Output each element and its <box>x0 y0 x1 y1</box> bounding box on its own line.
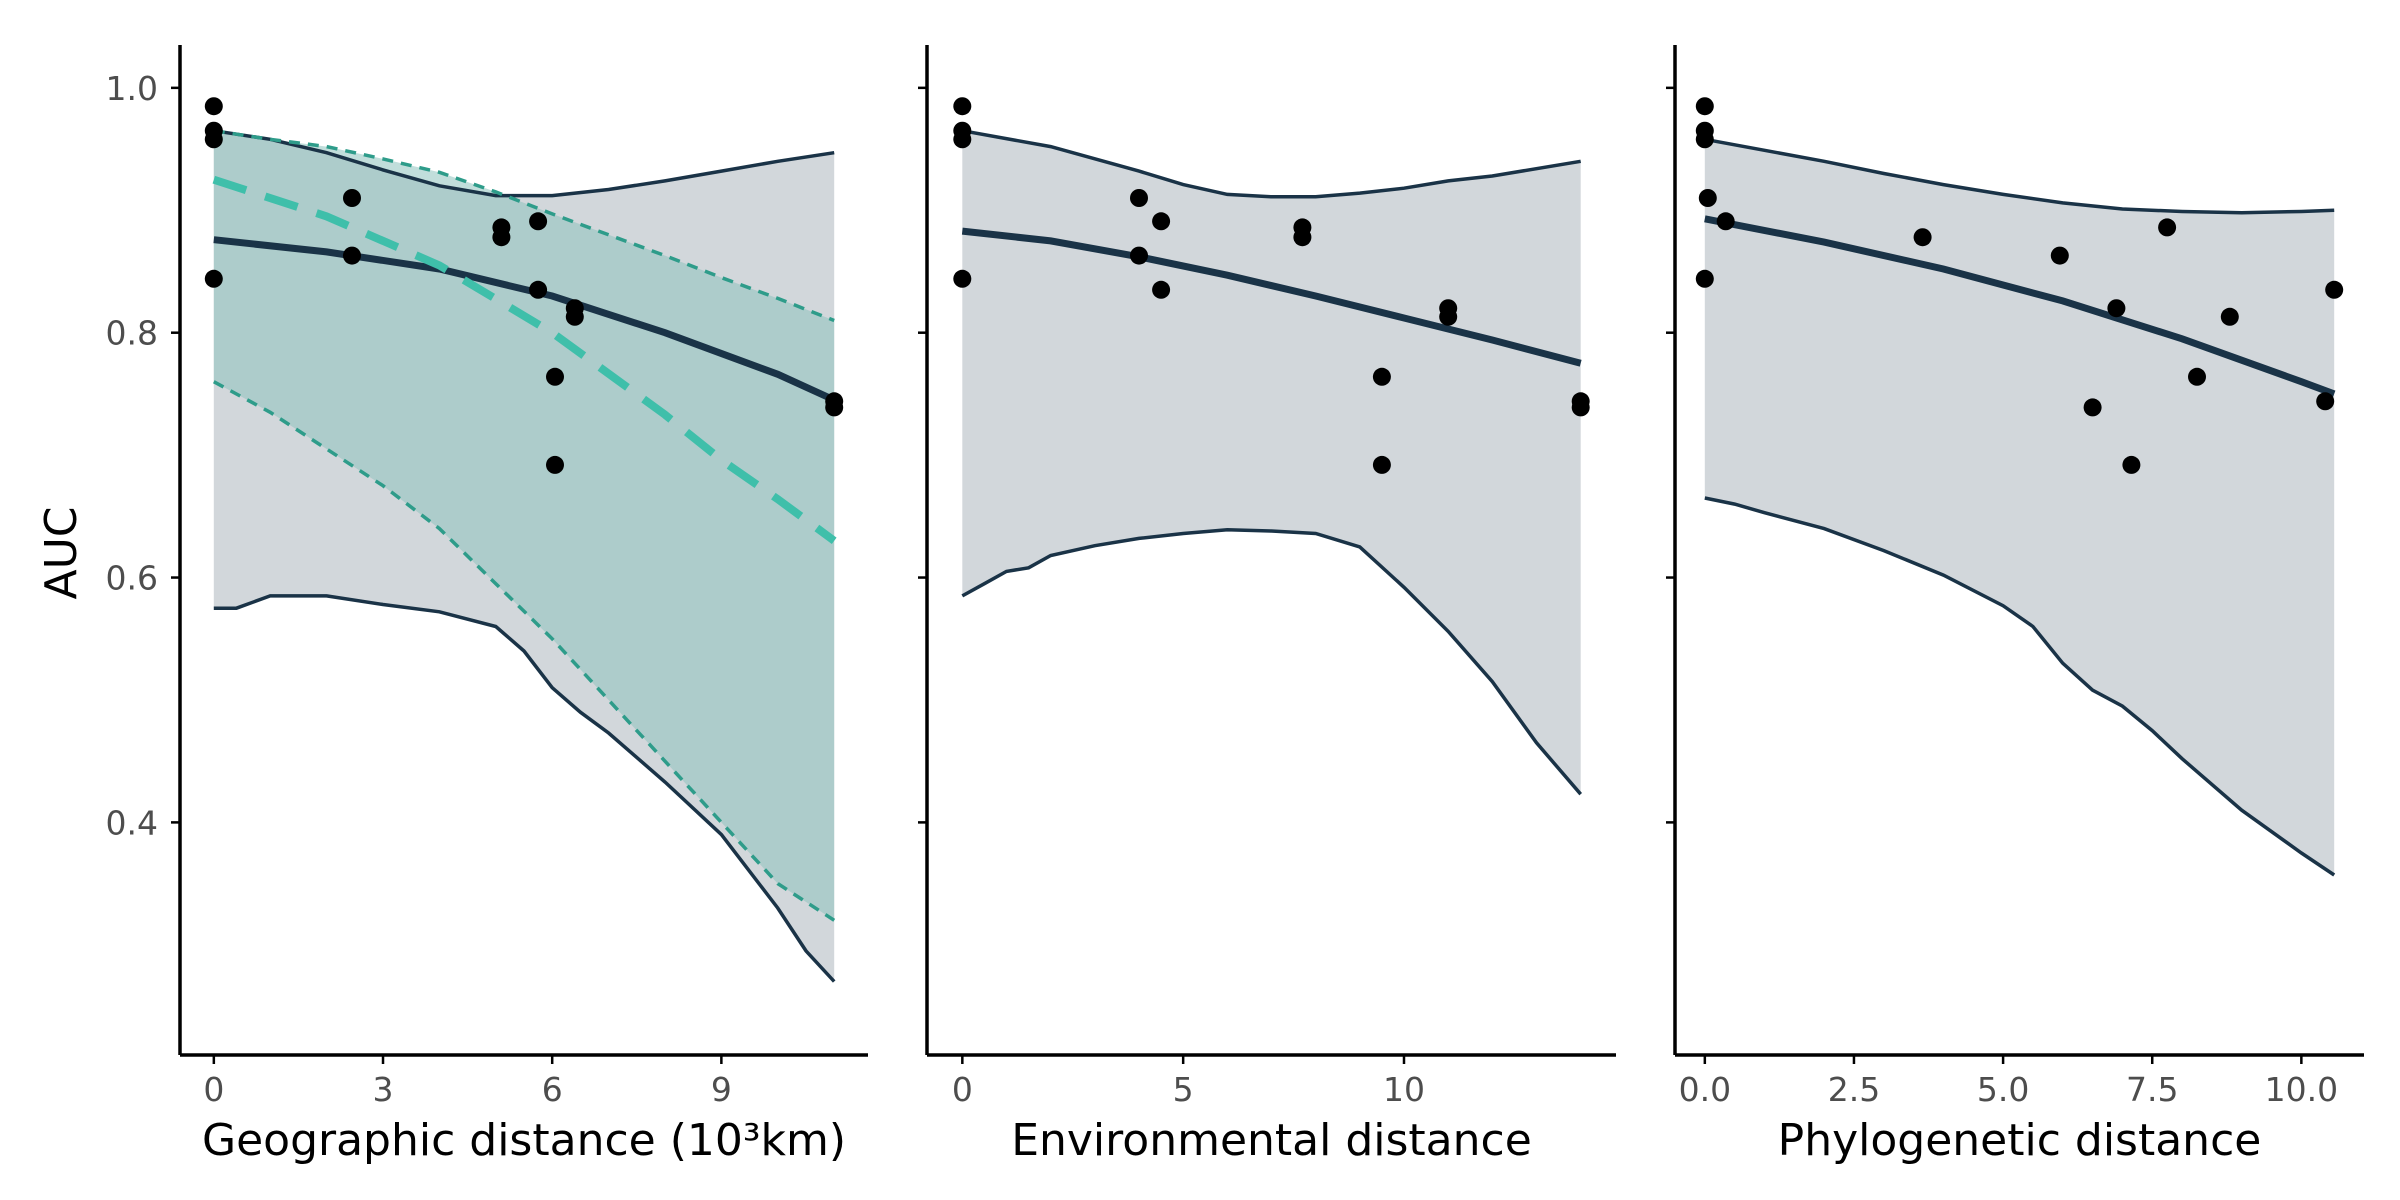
interval-upper-line <box>961 128 1581 199</box>
data-point <box>492 228 511 247</box>
data-point <box>546 367 564 386</box>
interval-lower-line <box>961 528 1583 796</box>
x-tick-label: 0 <box>203 1070 224 1109</box>
data-point <box>529 212 548 231</box>
x-tick-label: 5 <box>1173 1070 1194 1109</box>
x-axis-title: Environmental distance <box>1011 1115 1532 1166</box>
data-point <box>204 97 223 116</box>
interval-upper-line <box>213 128 835 198</box>
data-point <box>1695 130 1714 149</box>
interval-upper-line <box>1704 137 2335 215</box>
data-point <box>343 246 361 265</box>
geographic-distance-panel: 0 3 6 9 1.0 0.8 0.6 0.4 Geographic distance (10³… <box>106 45 868 1166</box>
data-point <box>1716 212 1735 231</box>
x-tick-label: 10 <box>1383 1070 1425 1109</box>
data-point <box>1130 189 1148 207</box>
data-point <box>2188 367 2206 386</box>
interval-lower-line <box>1704 496 2336 877</box>
data-point <box>2122 455 2141 474</box>
y-tick-label: 1.0 <box>106 69 158 108</box>
x-tick-label: 5.0 <box>1977 1070 2029 1109</box>
data-point <box>1695 269 1714 288</box>
data-point <box>1372 455 1391 474</box>
data-point <box>1130 246 1148 265</box>
prediction-interval-band <box>962 130 1581 795</box>
y-tick-label: 0.8 <box>106 314 158 353</box>
data-point <box>2158 218 2177 237</box>
prediction-interval-band <box>1704 139 2335 876</box>
data-point <box>529 280 548 299</box>
reference-mean-line <box>212 175 837 545</box>
data-point <box>825 398 844 417</box>
model-mean-line <box>961 227 1582 367</box>
data-point <box>1695 97 1714 116</box>
data-point <box>546 455 564 474</box>
data-point <box>1439 307 1458 326</box>
data-point <box>953 130 972 149</box>
x-tick-label: 0.0 <box>1679 1070 1731 1109</box>
data-point <box>1372 367 1391 386</box>
x-axis-title: Geographic distance (10³km) <box>202 1115 846 1166</box>
reference-interval-band <box>213 130 835 921</box>
x-tick-label: 9 <box>711 1070 732 1109</box>
environmental-distance-panel: 0 5 10 Environmental distance <box>918 45 1616 1166</box>
data-point <box>953 269 972 288</box>
y-axis-title: AUC <box>36 506 87 599</box>
data-point <box>2107 299 2126 318</box>
x-tick-label: 2.5 <box>1828 1070 1880 1109</box>
data-point <box>204 269 223 288</box>
x-axis-title: Phylogenetic distance <box>1778 1115 2262 1166</box>
data-point <box>1698 189 1717 207</box>
model-mean-line <box>213 236 836 404</box>
data-point <box>204 130 223 149</box>
data-point <box>2220 307 2239 326</box>
x-tick-label: 10.0 <box>2265 1070 2338 1109</box>
data-point <box>2050 246 2069 265</box>
data-point <box>1152 280 1171 299</box>
model-mean-line <box>1704 215 2336 398</box>
y-tick-label: 0.4 <box>106 803 158 842</box>
x-tick-label: 6 <box>542 1070 563 1109</box>
data-point <box>2083 398 2102 417</box>
y-tick-label: 0.6 <box>106 559 158 598</box>
data-point <box>1571 398 1590 417</box>
data-point <box>953 97 972 116</box>
data-point <box>2316 392 2335 411</box>
data-point <box>2325 280 2344 299</box>
data-point <box>1913 228 1932 247</box>
data-point <box>1293 228 1312 247</box>
interval-lower-line <box>213 594 836 983</box>
data-point <box>1152 212 1171 231</box>
data-point <box>343 189 361 207</box>
data-point <box>565 307 584 326</box>
x-tick-label: 0 <box>952 1070 973 1109</box>
x-tick-label: 7.5 <box>2126 1070 2178 1109</box>
x-tick-label: 3 <box>373 1070 394 1109</box>
reference-upper-line <box>213 128 835 323</box>
reference-lower-line <box>212 380 836 922</box>
